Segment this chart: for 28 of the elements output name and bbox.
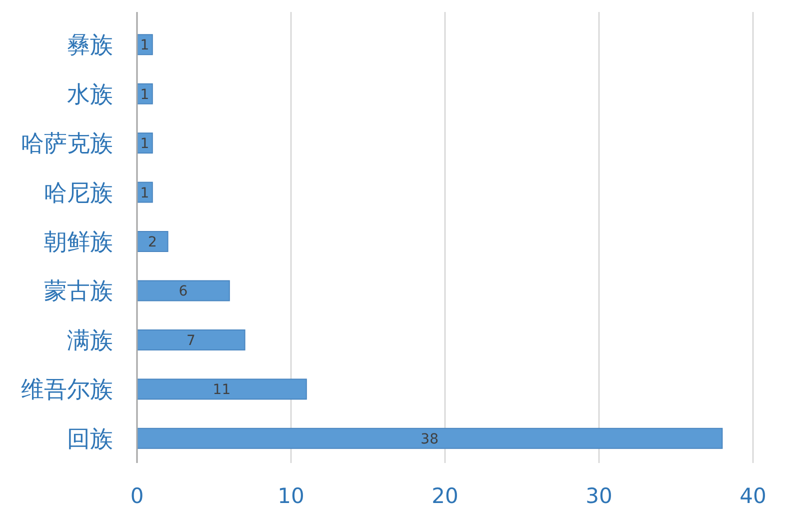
y-tick-label: 水族	[67, 82, 113, 108]
y-tick-label: 蒙古族	[44, 278, 113, 305]
bar	[136, 428, 723, 449]
data-label: 7	[186, 332, 196, 349]
data-label: 1	[140, 38, 150, 54]
data-label: 1	[140, 185, 150, 202]
bar	[136, 378, 307, 400]
x-tick-label: 10	[278, 484, 304, 508]
x-tick-label: 30	[586, 484, 612, 508]
data-label: 11	[212, 382, 231, 398]
x-tick-label: 20	[432, 484, 458, 508]
bar	[136, 329, 246, 350]
x-tick-label: 40	[740, 484, 766, 508]
bar	[136, 280, 230, 302]
data-label: 1	[140, 86, 150, 103]
y-tick-label: 哈萨克族	[21, 131, 113, 158]
y-tick-label: 回族	[67, 426, 113, 452]
data-label: 2	[148, 234, 157, 250]
data-label: 1	[140, 136, 150, 152]
y-tick-label: 维吾尔族	[21, 377, 113, 404]
y-tick-label: 哈尼族	[44, 180, 113, 206]
y-tick-label: 彝族	[67, 32, 113, 59]
y-tick-label: 朝鲜族	[44, 230, 113, 256]
data-label: 38	[420, 431, 439, 448]
y-tick-label: 满族	[67, 328, 113, 354]
data-label: 6	[178, 284, 188, 300]
x-tick-label: 0	[130, 484, 144, 508]
bar	[136, 231, 168, 252]
